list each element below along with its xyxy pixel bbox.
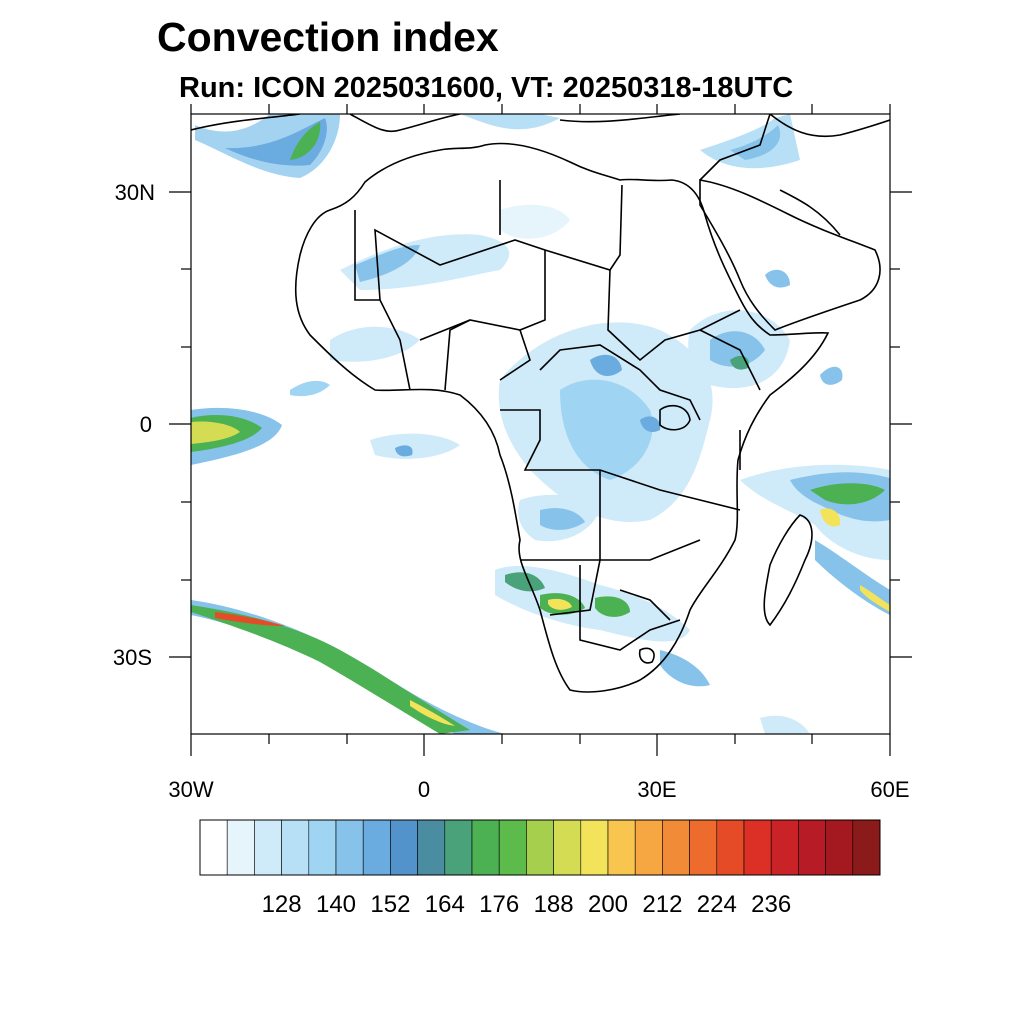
colorbar-box	[743, 819, 772, 876]
colorbar-box	[471, 819, 500, 876]
colorbar-box	[417, 819, 446, 876]
colorbar-label: 212	[642, 891, 682, 918]
x-tick-label-0: 0	[418, 777, 430, 802]
colorbar-label: 176	[479, 891, 519, 918]
colorbar-box	[362, 819, 391, 876]
colorbar-frame	[199, 819, 881, 876]
colorbar-label: 224	[697, 891, 737, 918]
colorbar-box	[226, 819, 255, 876]
colorbar-box	[716, 819, 745, 876]
colorbar-box	[498, 819, 527, 876]
y-tick-label-30n: 30N	[115, 180, 155, 205]
x-tick-label-30w: 30W	[168, 777, 213, 802]
colorbar-box	[526, 819, 554, 876]
colorbar-box	[580, 819, 609, 876]
colorbar	[199, 819, 881, 876]
colorbar-box	[825, 819, 854, 876]
colorbar-box	[689, 819, 718, 876]
convection-field	[191, 114, 890, 734]
x-tick-label-60e: 60E	[870, 777, 909, 802]
colorbar-box	[798, 819, 826, 876]
colorbar-box	[254, 819, 282, 876]
axis-ticks	[169, 104, 912, 756]
colorbar-box	[553, 819, 582, 876]
colorbar-label: 200	[588, 891, 628, 918]
colorbar-label: 128	[262, 891, 302, 918]
colorbar-box	[634, 819, 663, 876]
colorbar-label: 152	[370, 891, 410, 918]
y-tick-label-0: 0	[140, 412, 152, 437]
colorbar-labels: 128 140 152 164 176 188 200 212 224 236	[262, 891, 792, 918]
map-subtitle: Run: ICON 2025031600, VT: 20250318-18UTC	[179, 72, 794, 104]
x-tick-label-30e: 30E	[637, 777, 676, 802]
colorbar-box	[770, 819, 799, 876]
map-title: Convection index	[157, 14, 499, 60]
colorbar-box	[444, 819, 473, 876]
colorbar-label: 188	[534, 891, 574, 918]
colorbar-box	[199, 819, 228, 876]
y-tick-label-30s: 30S	[113, 645, 152, 670]
colorbar-box	[335, 819, 364, 876]
colorbar-box	[852, 819, 881, 876]
colorbar-box	[281, 819, 310, 876]
country-borders	[191, 114, 890, 693]
colorbar-box	[308, 819, 337, 876]
colorbar-box	[390, 819, 418, 876]
colorbar-label: 164	[425, 891, 465, 918]
colorbar-box	[662, 819, 690, 876]
colorbar-label: 140	[316, 891, 356, 918]
colorbar-box	[607, 819, 636, 876]
colorbar-label: 236	[751, 891, 791, 918]
